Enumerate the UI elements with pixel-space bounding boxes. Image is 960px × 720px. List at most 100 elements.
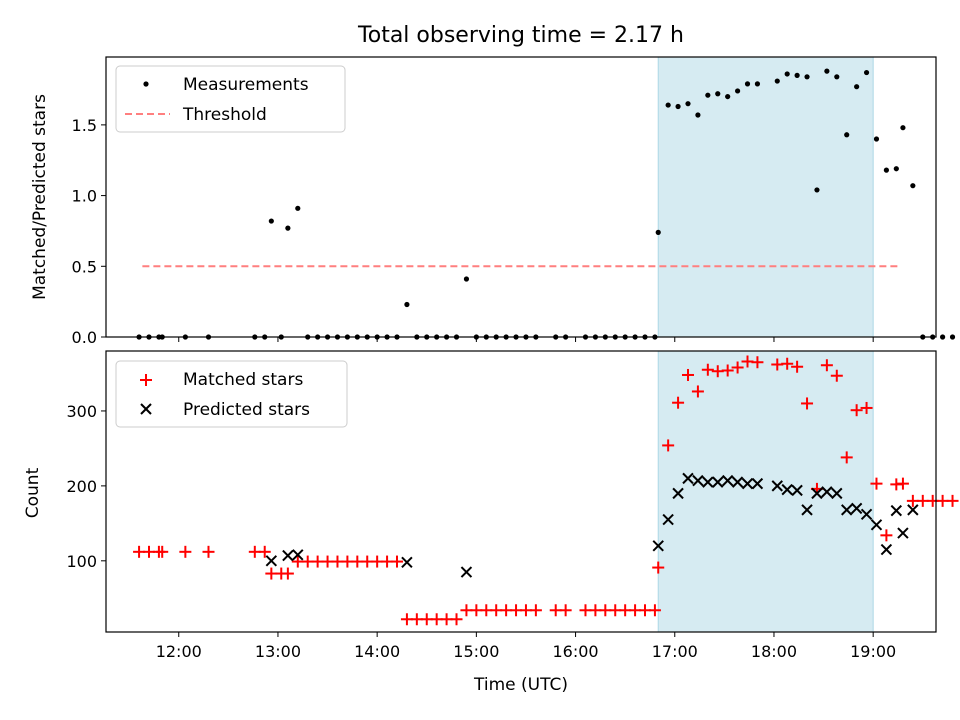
- measurement-point: [844, 132, 850, 138]
- matched-star-marker: [896, 477, 909, 490]
- matched-star-marker: [820, 359, 833, 372]
- top-legend-box: [115, 65, 346, 133]
- predicted-star-marker: [860, 508, 873, 521]
- measurement-point: [814, 187, 820, 193]
- measurement-point: [940, 334, 946, 340]
- matched-star-marker: [672, 396, 685, 409]
- measurement-point: [268, 218, 274, 224]
- bottom-ytick-label: 100: [66, 552, 97, 571]
- predicted-star-marker: [907, 504, 919, 516]
- bottom-yticks: 100 200 300: [66, 402, 106, 571]
- predicted-star-marker: [672, 487, 684, 500]
- top-ylabel: Matched/Predicted stars: [30, 94, 50, 300]
- predicted-star-marker: [821, 486, 833, 498]
- matched-star-marker: [281, 567, 294, 580]
- measurement-point: [774, 78, 780, 84]
- measurement-point: [295, 205, 301, 211]
- matched-star-marker: [880, 529, 893, 542]
- matched-star-marker: [390, 555, 403, 568]
- matched-star-marker: [662, 439, 675, 452]
- predicted-star-marker: [791, 484, 803, 497]
- bottom-xlabel: Time (UTC): [473, 675, 568, 695]
- bottom-xtick-label: 18:00: [751, 642, 797, 661]
- top-ytick-label: 1.0: [72, 187, 97, 206]
- matched-star-marker: [258, 545, 271, 558]
- measurement-point: [863, 69, 870, 76]
- matched-star-marker: [652, 561, 665, 574]
- measurement-point: [854, 84, 860, 90]
- measurement-point: [893, 166, 899, 172]
- predicted-star-marker: [265, 555, 278, 567]
- top-xticks: [178, 337, 874, 342]
- top-panel: 0.0 0.5 1.0 1.5 Matched/Predicted stars Mea…: [30, 56, 956, 347]
- measurement-point: [665, 102, 671, 108]
- predicted-star-marker: [731, 476, 744, 488]
- predicted-star-marker: [652, 540, 664, 552]
- matched-star-marker: [870, 477, 883, 490]
- predicted-star-marker: [741, 477, 754, 490]
- predicted-star-marker: [831, 487, 843, 500]
- matched-star-marker: [450, 613, 463, 626]
- top-highlight-span: [657, 56, 874, 338]
- bottom-axes-frame: [105, 350, 937, 633]
- measurement-point: [824, 68, 830, 74]
- bottom-xtick-label: 17:00: [652, 642, 698, 661]
- predicted-star-marker: [712, 476, 724, 488]
- matched-star-marker: [946, 494, 959, 507]
- measurement-point: [784, 71, 790, 77]
- matched-star-marker: [701, 363, 714, 376]
- measurement-point: [949, 334, 956, 340]
- bottom-panel: 100 200 300 12:00 13:00 14:00 15:00 16:00 17:00…: [23, 350, 959, 695]
- measurement-point: [744, 81, 751, 87]
- top-yticks: 0.0 0.5 1.0 1.5: [72, 116, 106, 347]
- measurement-point: [804, 74, 810, 80]
- top-legend: Measurements Threshold: [115, 65, 346, 133]
- predicted-star-marker: [870, 519, 883, 531]
- measurement-point: [725, 93, 731, 100]
- bottom-legend-box: [115, 360, 348, 428]
- top-ytick-label: 0.5: [72, 257, 97, 276]
- predicted-star-marker: [460, 566, 473, 578]
- bottom-xtick-label: 19:00: [850, 642, 896, 661]
- measurement-point: [873, 136, 880, 142]
- matched-star-marker: [156, 545, 169, 558]
- predicted-star-marker: [801, 504, 813, 516]
- matched-star-marker: [691, 385, 704, 398]
- legend-threshold-label: Threshold: [182, 105, 267, 125]
- measurement-point: [655, 229, 661, 235]
- measurement-point: [285, 225, 291, 231]
- bottom-xtick-label: 14:00: [354, 642, 400, 661]
- matched-star-marker: [559, 604, 572, 617]
- predicted-star-marker: [702, 476, 714, 488]
- predicted-star-marker: [841, 504, 853, 516]
- top-span-layer: [657, 56, 874, 338]
- predicted-star-marker: [890, 504, 903, 517]
- predicted-star-marker: [401, 556, 413, 569]
- measurement-point: [910, 183, 916, 189]
- bottom-ytick-label: 200: [66, 477, 97, 496]
- predicted-star-marker: [880, 543, 893, 556]
- predicted-star-marker: [662, 513, 674, 526]
- legend-matched-label: Matched stars: [183, 370, 303, 390]
- matched-star-marker: [202, 545, 215, 558]
- legend-predicted-marker: [140, 403, 152, 415]
- legend-measurements-label: Measurements: [183, 75, 309, 95]
- measurement-point: [705, 92, 711, 98]
- matched-star-marker: [791, 360, 804, 373]
- predicted-star-marker: [781, 483, 793, 496]
- bottom-xticks: 12:00 13:00 14:00 15:00 16:00 17:00 18:00 19:00: [156, 632, 896, 661]
- predicted-star-marker: [682, 472, 694, 485]
- measurement-point: [794, 72, 800, 78]
- measurement-point: [715, 91, 721, 97]
- predicted-star-marker: [692, 474, 704, 487]
- bottom-highlight-span: [657, 350, 874, 633]
- top-ytick-label: 0.0: [72, 328, 97, 347]
- predicted-star-marker: [282, 549, 294, 562]
- legend-matched-marker: [140, 374, 152, 386]
- predicted-star-marker: [811, 487, 823, 500]
- matched-star-marker: [179, 545, 192, 558]
- measurement-point: [675, 103, 681, 110]
- matched-star-marker: [860, 401, 873, 414]
- bottom-points-layer: [133, 355, 959, 626]
